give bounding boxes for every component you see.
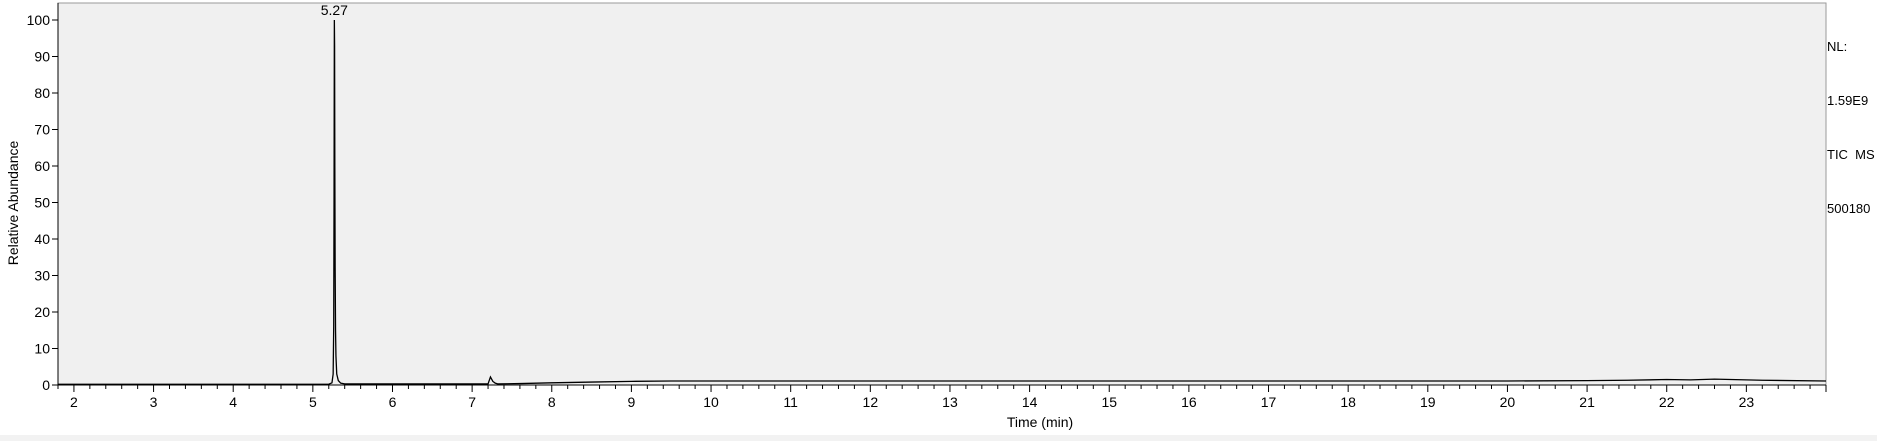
y-tick-label: 100 [27, 12, 51, 28]
y-tick-label: 0 [42, 377, 50, 393]
x-tick-label: 2 [70, 394, 78, 410]
peak-labels: 5.27 [321, 2, 348, 18]
bottom-strip [0, 435, 1877, 441]
x-tick-label: 17 [1261, 394, 1277, 410]
y-tick-label: 20 [34, 304, 50, 320]
x-axis-ticks: 2 3 4 5 6 7 8 9 10 11 12 13 14 15 16 17 18 19 20 21 22 23 [57, 385, 1827, 410]
x-tick-label: 16 [1181, 394, 1197, 410]
y-axis-ticks: 0 10 20 30 40 50 60 70 80 90 100 [27, 12, 58, 393]
x-tick-label: 4 [229, 394, 237, 410]
peak-label: 5.27 [321, 2, 348, 18]
x-tick-label: 22 [1659, 394, 1675, 410]
tic-trace-line [58, 19, 1827, 385]
x-tick-label: 20 [1500, 394, 1516, 410]
scan-filter: TIC MS [1827, 147, 1875, 162]
x-tick-label: 8 [548, 394, 556, 410]
y-tick-label: 70 [34, 122, 50, 138]
x-tick-label: 18 [1340, 394, 1356, 410]
y-tick-label: 30 [34, 268, 50, 284]
x-axis-title: Time (min) [1007, 414, 1073, 430]
x-tick-label: 12 [863, 394, 879, 410]
y-axis-title: Relative Abundance [5, 141, 21, 266]
x-tick-label: 23 [1739, 394, 1755, 410]
x-tick-label: 3 [150, 394, 158, 410]
x-tick-label: 13 [942, 394, 958, 410]
y-tick-label: 60 [34, 158, 50, 174]
y-tick-label: 10 [34, 341, 50, 357]
y-tick-label: 50 [34, 195, 50, 211]
y-tick-label: 80 [34, 85, 50, 101]
x-tick-label: 15 [1101, 394, 1117, 410]
y-tick-label: 40 [34, 231, 50, 247]
normalization-info: NL: 1.59E9 TIC MS 500180 [1827, 2, 1875, 236]
x-tick-label: 5 [309, 394, 317, 410]
x-tick-label: 14 [1022, 394, 1038, 410]
x-tick-label: 19 [1420, 394, 1436, 410]
x-tick-label: 7 [468, 394, 476, 410]
x-tick-label: 10 [703, 394, 719, 410]
x-tick-label: 9 [628, 394, 636, 410]
nl-label: NL: [1827, 39, 1848, 54]
plot-background [57, 2, 1827, 386]
x-tick-label: 11 [783, 394, 798, 410]
x-tick-label: 21 [1579, 394, 1595, 410]
y-tick-label: 90 [34, 49, 50, 65]
nl-value: 1.59E9 [1827, 93, 1869, 108]
file-id: 500180 [1827, 201, 1871, 216]
x-tick-label: 6 [389, 394, 397, 410]
